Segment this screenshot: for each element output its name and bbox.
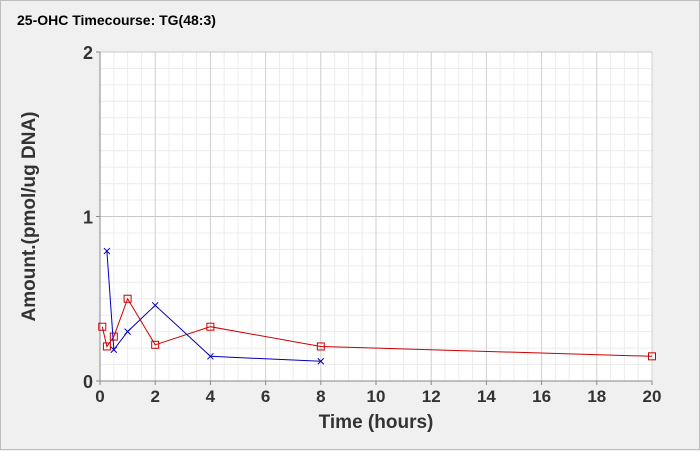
series-layer (98, 247, 656, 365)
data-point (151, 301, 159, 309)
data-point (124, 328, 131, 336)
data-point (207, 352, 214, 360)
x-tick-label: 14 (477, 387, 496, 406)
x-axis-label: Time (hours) (319, 412, 434, 433)
series-line (106, 250, 321, 362)
x-tick-label: 20 (643, 387, 662, 406)
data-point (102, 342, 111, 351)
axes (96, 51, 653, 385)
y-tick-label: 0 (83, 372, 93, 392)
y-tick-labels: 0 1 2 (83, 43, 93, 392)
chart-title: 25-OHC Timecourse: TG(48:3) (17, 12, 216, 28)
data-point (123, 294, 132, 303)
x-tick-label: 4 (206, 387, 216, 406)
x-tick-label: 2 (150, 387, 159, 406)
y-axis-label: Amount.(pmol/ug DNA) (19, 111, 40, 321)
series-1 (98, 294, 656, 361)
data-point (110, 346, 118, 354)
x-tick-label: 8 (316, 387, 325, 406)
x-tick-labels: 0 2 4 6 8 10 12 14 16 18 20 (95, 387, 661, 406)
x-tick-label: 12 (422, 387, 441, 406)
data-point (151, 340, 160, 349)
data-point (103, 247, 111, 255)
data-point (109, 332, 118, 341)
y-tick-label: 2 (83, 43, 93, 63)
series-line (101, 297, 653, 357)
x-tick-label: 16 (532, 387, 551, 406)
data-point (316, 342, 325, 351)
series-2 (103, 247, 325, 365)
data-point (648, 352, 656, 361)
data-point (317, 357, 325, 365)
data-point (98, 322, 107, 331)
data-point (206, 322, 215, 331)
x-tick-label: 6 (261, 387, 270, 406)
y-tick-label: 1 (83, 208, 93, 228)
x-tick-label: 18 (587, 387, 606, 406)
x-tick-label: 0 (95, 387, 104, 406)
x-tick-label: 10 (367, 387, 386, 406)
